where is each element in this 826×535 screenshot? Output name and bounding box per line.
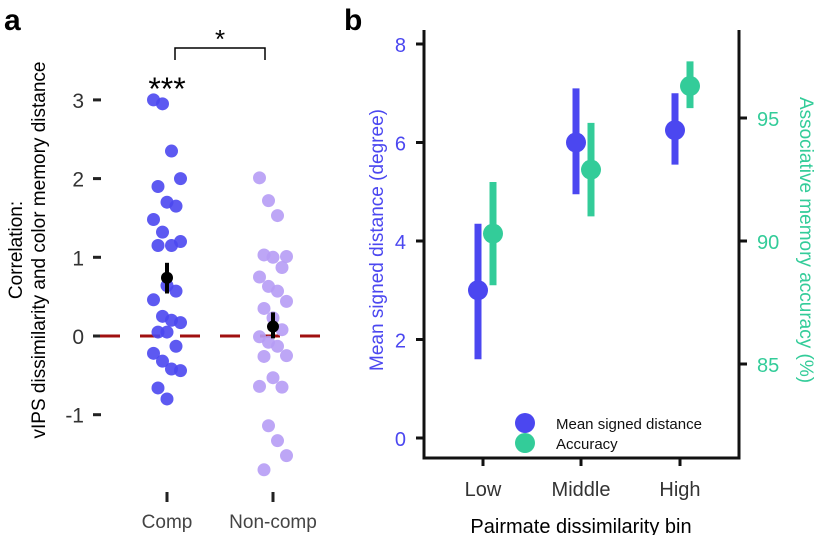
data-point bbox=[147, 213, 160, 227]
panel-a-ylabel-line2: vIPS dissimilarity and color memory dist… bbox=[29, 62, 50, 439]
data-point bbox=[174, 364, 187, 378]
data-point bbox=[280, 250, 293, 264]
data-point bbox=[160, 392, 174, 406]
panel-b-ticks: 0 2 4 6 8 85 90 95 Low Middle High bbox=[395, 35, 779, 501]
comp-significance: *** bbox=[148, 71, 185, 107]
comparison-bracket bbox=[174, 47, 266, 60]
data-point bbox=[280, 294, 293, 308]
data-point bbox=[275, 380, 289, 394]
y-tick-label: 1 bbox=[72, 247, 84, 270]
data-point bbox=[151, 179, 165, 193]
data-point bbox=[262, 419, 275, 433]
data-point bbox=[156, 97, 169, 111]
data-point bbox=[262, 194, 275, 208]
data-point bbox=[266, 250, 280, 264]
y-tick-label: 6 bbox=[395, 134, 406, 156]
data-point bbox=[147, 293, 160, 307]
y-tick-label: -1 bbox=[65, 405, 84, 428]
data-point bbox=[174, 172, 187, 186]
legend-marker bbox=[515, 413, 535, 433]
y-tick-label: 0 bbox=[395, 429, 406, 451]
legend-marker bbox=[515, 433, 535, 453]
data-point bbox=[266, 371, 280, 385]
panel-b-label: b bbox=[344, 4, 362, 37]
data-point bbox=[151, 325, 165, 339]
data-point bbox=[169, 199, 183, 213]
y-tick-label: 3 bbox=[72, 90, 84, 113]
x-tick-label: Non-comp bbox=[229, 512, 317, 533]
y-tick-label: 0 bbox=[72, 326, 84, 349]
data-point bbox=[169, 284, 183, 298]
comparison-significance: * bbox=[215, 24, 225, 54]
data-point bbox=[151, 238, 165, 252]
panel-a-x-axis: Comp Non-comp bbox=[142, 492, 317, 533]
data-point bbox=[280, 349, 293, 363]
legend: Mean signed distance Accuracy bbox=[515, 413, 702, 453]
panel-a-points bbox=[147, 93, 293, 477]
accuracy-point bbox=[483, 223, 503, 244]
data-point bbox=[257, 349, 271, 363]
x-tick-label: Middle bbox=[552, 479, 611, 501]
data-point bbox=[156, 354, 169, 368]
data-point bbox=[165, 144, 178, 158]
data-point bbox=[253, 171, 266, 185]
accuracy-point bbox=[581, 159, 601, 180]
data-point bbox=[156, 225, 169, 239]
mean-point bbox=[161, 271, 173, 284]
y-tick-label: 8 bbox=[395, 35, 406, 57]
y-tick-right-label: 85 bbox=[757, 355, 779, 377]
y-tick-right-label: 95 bbox=[757, 109, 779, 131]
panel-b-xlabel: Pairmate dissimilarity bin bbox=[470, 516, 691, 535]
x-tick-label: Low bbox=[465, 479, 502, 501]
msd-point bbox=[468, 280, 488, 301]
legend-label: Mean signed distance bbox=[556, 416, 702, 433]
panel-a-y-axis: -1 0 1 2 3 bbox=[65, 90, 101, 428]
y-tick-label: 2 bbox=[395, 331, 406, 353]
data-point bbox=[280, 449, 293, 463]
x-tick-label: Comp bbox=[142, 512, 193, 533]
data-point bbox=[257, 301, 271, 315]
data-point bbox=[151, 381, 165, 395]
data-point bbox=[257, 463, 271, 477]
mean-point bbox=[267, 320, 279, 333]
y-tick-label: 2 bbox=[72, 169, 84, 192]
data-point bbox=[169, 339, 183, 353]
data-point bbox=[174, 235, 187, 249]
y-tick-label: 4 bbox=[395, 232, 406, 254]
legend-label: Accuracy bbox=[556, 436, 618, 453]
msd-point bbox=[665, 120, 685, 141]
panel-a-ylabel-line1: Correlation: bbox=[6, 201, 27, 299]
data-point bbox=[174, 316, 187, 330]
data-point bbox=[147, 346, 160, 360]
panel-b-ylabel-right: Associative memory accuracy (%) bbox=[795, 97, 816, 383]
data-point bbox=[253, 379, 266, 393]
data-point bbox=[271, 284, 284, 298]
data-point bbox=[275, 261, 289, 275]
panel-b-ylabel: Mean signed distance (degree) bbox=[367, 109, 388, 371]
msd-point bbox=[566, 132, 586, 153]
data-point bbox=[271, 339, 284, 353]
data-point bbox=[160, 325, 174, 339]
x-tick-label: High bbox=[659, 479, 700, 501]
panel-b-marks bbox=[468, 61, 700, 360]
accuracy-point bbox=[680, 76, 700, 97]
panel-a-label: a bbox=[4, 4, 21, 37]
data-point bbox=[271, 434, 284, 448]
data-point bbox=[253, 270, 266, 284]
y-tick-right-label: 90 bbox=[757, 232, 779, 254]
data-point bbox=[271, 209, 284, 223]
